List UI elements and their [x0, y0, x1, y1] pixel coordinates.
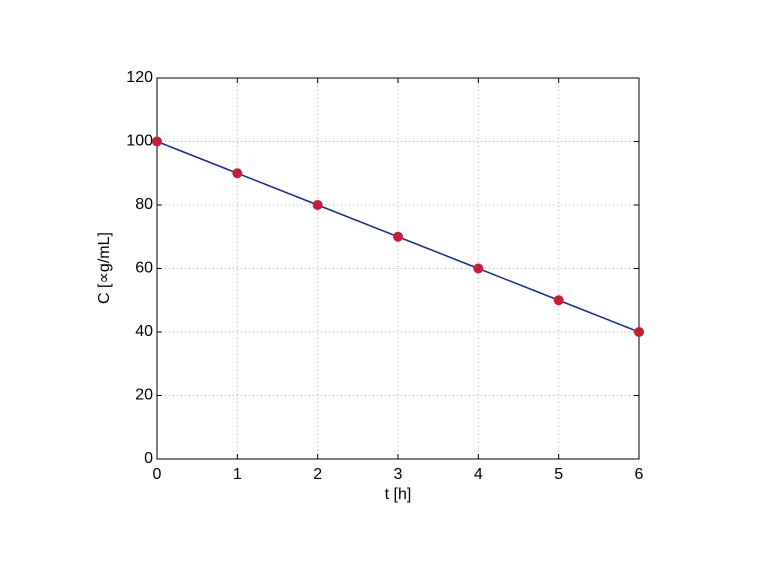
y-tick-label: 100 — [126, 133, 153, 150]
y-tick-label: 80 — [135, 196, 153, 213]
y-tick-label: 20 — [135, 387, 153, 404]
x-tick-label: 5 — [554, 466, 563, 483]
x-axis-label: t [h] — [385, 486, 412, 503]
data-point — [232, 168, 243, 179]
data-point — [473, 263, 484, 274]
data-point — [553, 295, 564, 306]
y-tick-label: 120 — [126, 69, 153, 86]
y-tick-label: 0 — [144, 450, 153, 467]
y-axis-label: C [∝g/mL] — [96, 232, 113, 304]
x-tick-label: 3 — [394, 466, 403, 483]
x-tick-label: 0 — [153, 466, 162, 483]
y-tick-label: 60 — [135, 260, 153, 277]
x-tick-label: 6 — [635, 466, 644, 483]
y-tick-label: 40 — [135, 323, 153, 340]
data-point — [312, 200, 323, 210]
x-tick-label: 2 — [313, 466, 322, 483]
data-point — [634, 327, 644, 337]
data-point — [152, 136, 162, 147]
x-tick-label: 4 — [474, 466, 483, 483]
data-point — [393, 231, 403, 242]
x-tick-label: 1 — [233, 466, 242, 483]
plot-frame — [156, 77, 640, 460]
